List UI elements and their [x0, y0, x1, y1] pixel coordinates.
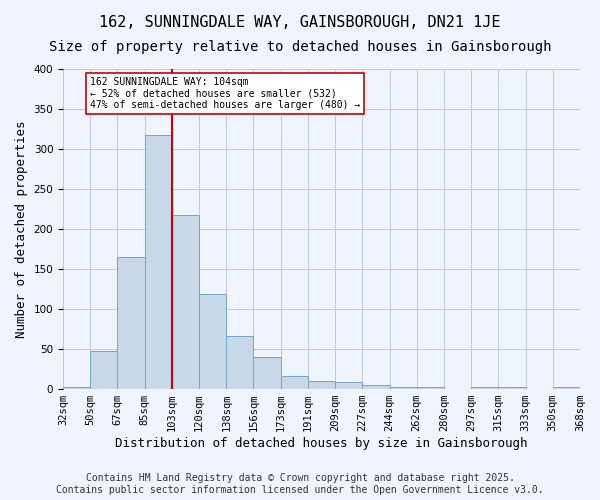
Bar: [90, 352, 118, 389]
Text: Size of property relative to detached houses in Gainsborough: Size of property relative to detached ho…: [49, 40, 551, 54]
Bar: [226, 336, 253, 389]
Bar: [417, 388, 444, 389]
Bar: [118, 257, 145, 389]
Bar: [145, 136, 172, 389]
Bar: [253, 357, 281, 389]
Y-axis label: Number of detached properties: Number of detached properties: [15, 120, 28, 338]
Bar: [553, 386, 580, 389]
Bar: [389, 386, 417, 389]
Bar: [335, 382, 362, 389]
Bar: [499, 386, 526, 389]
X-axis label: Distribution of detached houses by size in Gainsborough: Distribution of detached houses by size …: [115, 437, 528, 450]
Bar: [172, 214, 199, 389]
Bar: [199, 294, 226, 389]
Text: 162, SUNNINGDALE WAY, GAINSBOROUGH, DN21 1JE: 162, SUNNINGDALE WAY, GAINSBOROUGH, DN21…: [99, 15, 501, 30]
Text: Contains HM Land Registry data © Crown copyright and database right 2025.
Contai: Contains HM Land Registry data © Crown c…: [56, 474, 544, 495]
Bar: [471, 386, 499, 389]
Bar: [281, 376, 308, 389]
Bar: [63, 386, 90, 389]
Text: 162 SUNNINGDALE WAY: 104sqm
← 52% of detached houses are smaller (532)
47% of se: 162 SUNNINGDALE WAY: 104sqm ← 52% of det…: [90, 77, 361, 110]
Bar: [362, 385, 389, 389]
Bar: [308, 381, 335, 389]
